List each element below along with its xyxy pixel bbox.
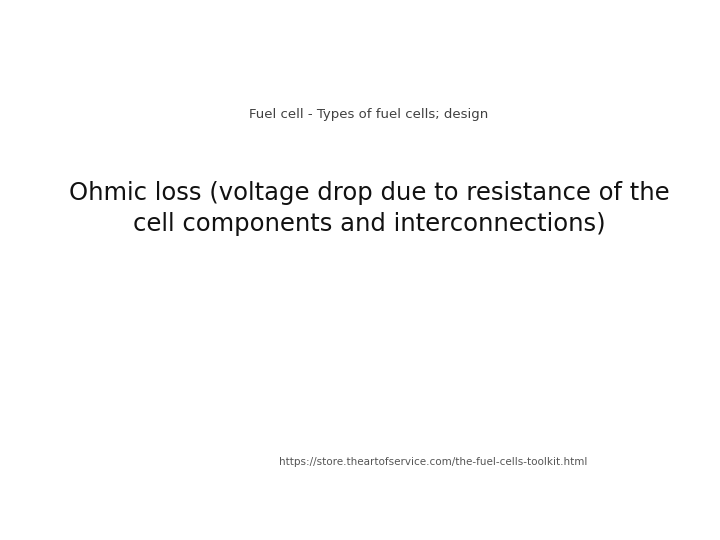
Text: Ohmic loss (voltage drop due to resistance of the
cell components and interconne: Ohmic loss (voltage drop due to resistan… [68,181,670,236]
Text: https://store.theartofservice.com/the-fuel-cells-toolkit.html: https://store.theartofservice.com/the-fu… [279,457,588,467]
Text: Fuel cell - Types of fuel cells; design: Fuel cell - Types of fuel cells; design [249,109,489,122]
